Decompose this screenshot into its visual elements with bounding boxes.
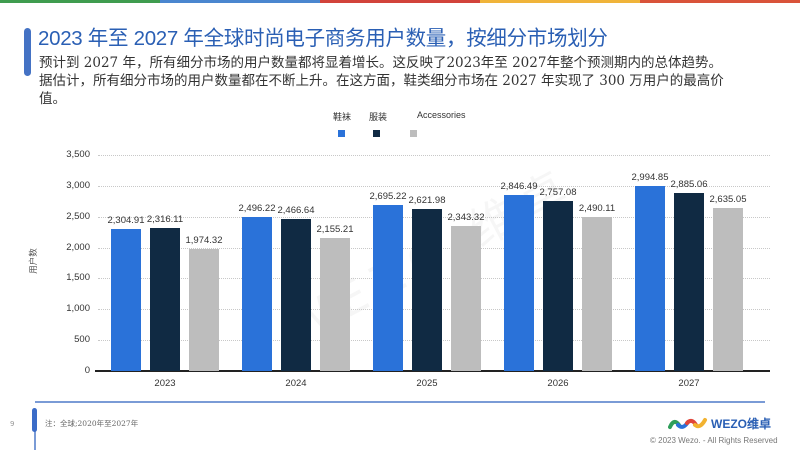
bar-value-label: 2,846.49 [500, 181, 538, 193]
bar [320, 237, 350, 371]
y-axis-label: 用户数 [28, 248, 39, 274]
chart-legend: 鞋袜 服装 Accessories [0, 110, 800, 140]
page-number: 9 [10, 420, 15, 428]
wezo-logo-icon [668, 417, 707, 429]
bar [451, 226, 481, 371]
x-tick-label: 2023 [154, 378, 176, 389]
top-bar-segment [640, 0, 800, 3]
bar [111, 228, 141, 371]
bar [242, 216, 272, 371]
top-bar-segment [480, 0, 640, 3]
x-tick-label: 2026 [547, 378, 569, 389]
bar-value-label: 1,974.32 [185, 235, 223, 247]
y-tick-label: 2,500 [66, 210, 90, 222]
bar [713, 208, 743, 371]
legend-swatch-apparel [373, 130, 380, 137]
legend-label-footwear: 鞋袜 [333, 112, 352, 122]
bar [189, 249, 219, 371]
bar-value-label: 2,304.91 [107, 214, 145, 226]
y-tick-label: 3,500 [66, 149, 90, 160]
logo-text: WEZO维卓 [711, 417, 771, 431]
legend-swatch-accessories [410, 130, 417, 137]
top-bar-segment [0, 0, 160, 3]
bar-value-label: 2,885.06 [670, 178, 708, 190]
bar [543, 200, 573, 371]
top-bar-segment [320, 0, 480, 3]
legend-label-apparel: 服装 [369, 112, 388, 122]
y-tick-label: 3,000 [66, 179, 90, 191]
copyright-text: © 2023 Wezo. - All Rights Reserved [650, 436, 778, 445]
bar [150, 228, 180, 371]
bar [412, 209, 442, 371]
bar [635, 186, 665, 371]
bar [281, 218, 311, 371]
legend-swatch-footwear [338, 130, 345, 137]
bar [582, 217, 612, 371]
top-bar-segment [160, 0, 320, 3]
wezo-logo: WEZO维卓 [668, 415, 771, 432]
page-title: 2023 年至 2027 年全球时尚电子商务用户数量，按细分市场划分 [38, 27, 608, 50]
y-tick-label: 2,000 [66, 241, 90, 253]
gridline [98, 185, 770, 187]
x-tick-label: 2027 [678, 378, 700, 389]
bar-value-label: 2,496.22 [238, 202, 276, 214]
bar-value-label: 2,155.21 [316, 223, 354, 235]
x-tick-label: 2024 [285, 378, 307, 389]
y-tick-label: 1,000 [66, 303, 90, 315]
bar-value-label: 2,466.64 [277, 204, 315, 216]
footer-divider [35, 401, 765, 403]
x-tick-label: 2025 [416, 378, 438, 389]
gridline [98, 155, 770, 156]
bar [674, 192, 704, 371]
bar-value-label: 2,635.05 [709, 194, 747, 206]
y-tick-label: 0 [84, 365, 90, 376]
bar-chart: 用户数 WEZO 维卓 05001,0001,5002,0002,5003,00… [28, 149, 770, 389]
footnote: 注：全球;2020年至2027年 [45, 419, 139, 428]
bar [373, 204, 403, 371]
bar-value-label: 2,621.98 [408, 195, 446, 207]
legend-label-accessories: Accessories [417, 110, 466, 120]
bar-value-label: 2,695.22 [369, 190, 407, 202]
title-accent-bar [24, 28, 31, 76]
bar-value-label: 2,490.11 [578, 203, 616, 215]
bar-value-label: 2,343.32 [447, 212, 485, 224]
description-text: 预计到 2027 年，所有细分市场的用户数量都将显着增长。这反映了2023年至 … [39, 55, 724, 107]
bar-value-label: 2,994.85 [631, 172, 669, 184]
y-tick-label: 500 [74, 334, 90, 346]
bar [504, 195, 534, 371]
top-color-bar [0, 0, 800, 3]
bar-value-label: 2,316.11 [146, 214, 184, 226]
footer-accent-bar [32, 408, 37, 432]
bar-value-label: 2,757.08 [539, 186, 577, 198]
y-tick-label: 1,500 [66, 272, 90, 284]
